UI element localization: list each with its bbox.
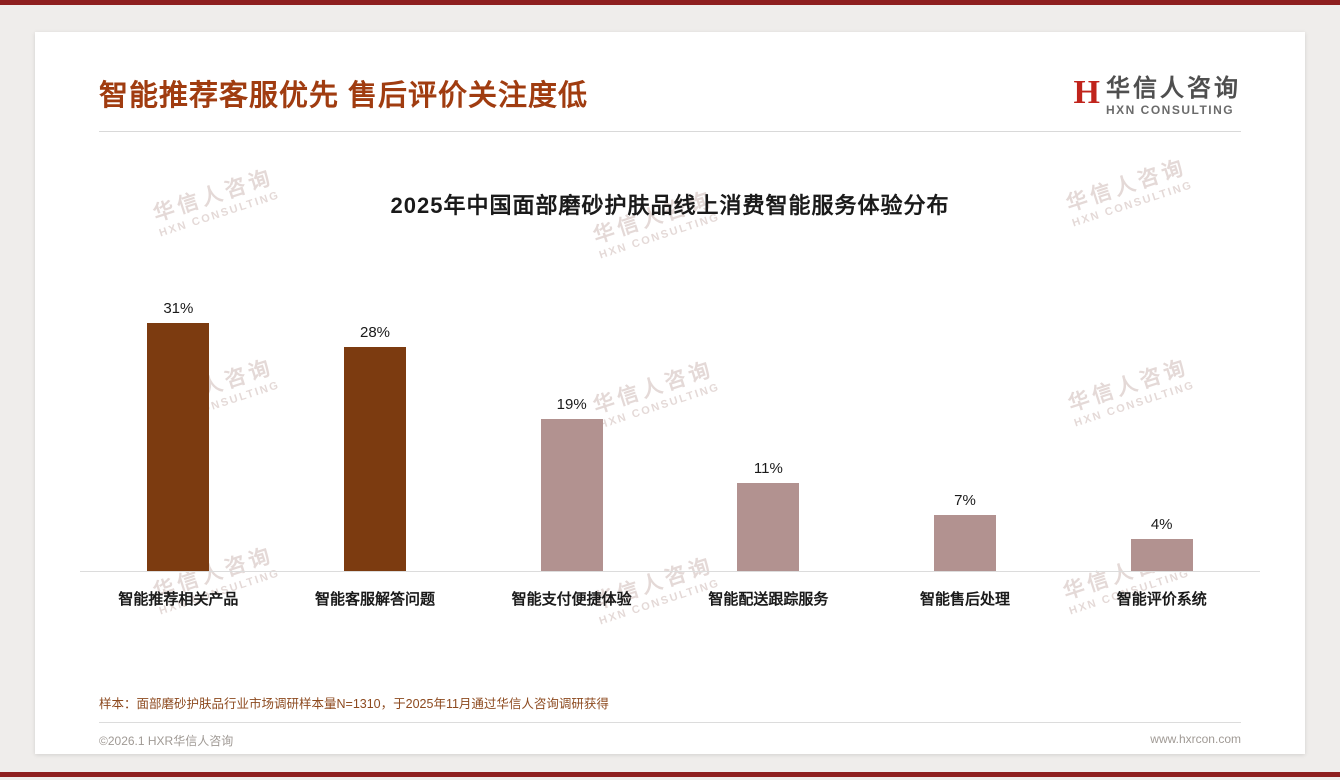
bottom-accent-line bbox=[0, 772, 1340, 777]
bar bbox=[1130, 539, 1193, 571]
header: 智能推荐客服优先 售后评价关注度低 H 华信人咨询 HXN CONSULTING bbox=[35, 32, 1305, 117]
footer-copyright: ©2026.1 HXR华信人咨询 bbox=[99, 734, 234, 748]
bar-value-label: 7% bbox=[954, 492, 976, 509]
page-title: 智能推荐客服优先 售后评价关注度低 bbox=[99, 79, 589, 112]
company-logo: H 华信人咨询 HXN CONSULTING bbox=[1074, 68, 1241, 117]
bar bbox=[540, 419, 603, 571]
bar-value-label: 28% bbox=[359, 324, 391, 341]
sample-note: 样本：面部磨砂护肤品行业市场调研样本量N=1310，于2025年11月通过华信人… bbox=[99, 697, 609, 711]
category-label: 智能评价系统 bbox=[1116, 591, 1207, 608]
logo-name-cn: 华信人咨询 bbox=[1106, 75, 1241, 102]
bar bbox=[147, 323, 210, 571]
category-label: 智能售后处理 bbox=[920, 591, 1011, 608]
chart-title: 2025年中国面部磨砂护肤品线上消费智能服务体验分布 bbox=[390, 193, 950, 218]
slide-card: 华信人咨询 HXN CONSULTING 华信人咨询 HXN CONSULTING 华信… bbox=[35, 32, 1305, 754]
footer: ©2026.1 HXR华信人咨询 www.hxrcon.com bbox=[99, 732, 1241, 749]
bar-value-label: 31% bbox=[163, 300, 194, 317]
bar-value-label: 11% bbox=[753, 460, 783, 477]
bar bbox=[934, 515, 997, 571]
category-label: 智能客服解答问题 bbox=[315, 591, 436, 608]
footer-divider bbox=[99, 722, 1241, 723]
bar-chart: 31% 28% 19% 11% 7% 4% 智能推荐相关产品 智能客服解答问题 智能支付便捷体… bbox=[35, 272, 1305, 609]
bar-column: 28% bbox=[277, 324, 474, 571]
bars-area: 31% 28% 19% 11% 7% 4% bbox=[80, 272, 1260, 572]
category-axis: 智能推荐相关产品 智能客服解答问题 智能支付便捷体验 智能配送跟踪服务 智能售后处理 智能… bbox=[80, 572, 1260, 609]
top-accent-line bbox=[0, 0, 1340, 5]
logo-name-en: HXN CONSULTING bbox=[1106, 103, 1235, 117]
bar-column: 7% bbox=[867, 492, 1064, 571]
category-label: 智能配送跟踪服务 bbox=[708, 591, 829, 608]
bar-value-label: 4% bbox=[1150, 516, 1173, 533]
category-label: 智能推荐相关产品 bbox=[118, 591, 239, 608]
category-label: 智能支付便捷体验 bbox=[511, 591, 632, 608]
bar-column: 11% bbox=[670, 460, 867, 571]
bar-value-label: 19% bbox=[556, 396, 587, 413]
bar-column: 31% bbox=[80, 300, 277, 571]
footer-url: www.hxrcon.com bbox=[1150, 732, 1241, 746]
header-divider bbox=[99, 131, 1241, 132]
bar-column: 19% bbox=[473, 396, 670, 571]
bar-column: 4% bbox=[1063, 516, 1260, 571]
logo-h-icon: H bbox=[1073, 73, 1100, 111]
bar bbox=[344, 347, 406, 571]
bar bbox=[737, 483, 800, 571]
